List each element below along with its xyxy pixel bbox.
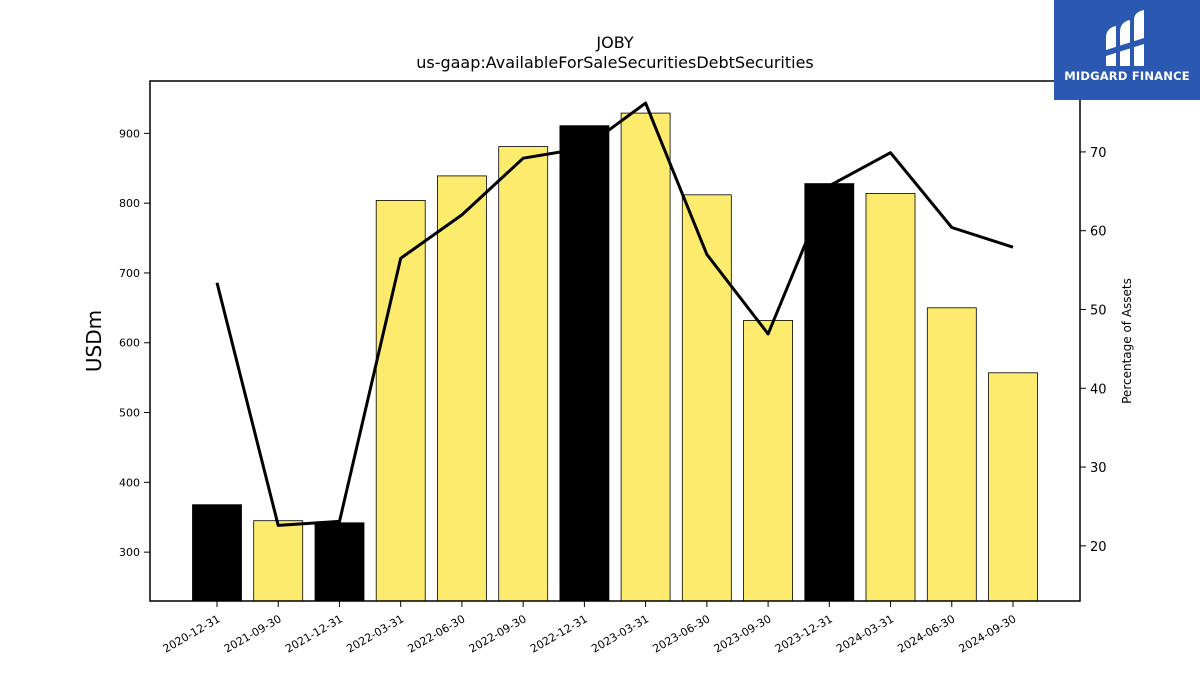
bar-2021-09-30 bbox=[253, 520, 304, 602]
logo: MIDGARD FINANCE bbox=[1054, 0, 1200, 100]
x-tick-label-2023-12-31: 2023-12-31 bbox=[773, 612, 835, 655]
bar-2022-03-31 bbox=[375, 199, 426, 602]
bar-2024-03-31 bbox=[865, 192, 916, 602]
line-group bbox=[215, 101, 1014, 527]
bar-2022-06-30 bbox=[436, 175, 487, 602]
x-tick-label-2023-09-30: 2023-09-30 bbox=[712, 612, 774, 655]
y-tick-label-700: 700 bbox=[119, 267, 140, 280]
y2-tick-label-50: 50 bbox=[1090, 303, 1107, 318]
x-tick-label-2023-06-30: 2023-06-30 bbox=[650, 612, 712, 655]
x-tick-label-2024-06-30: 2024-06-30 bbox=[895, 612, 957, 655]
y-tick-label-600: 600 bbox=[119, 337, 140, 350]
logo-mark-icon bbox=[1106, 10, 1144, 66]
x-tick-label-2022-12-31: 2022-12-31 bbox=[528, 612, 590, 655]
y2-tick-label-60: 60 bbox=[1090, 225, 1107, 240]
bar-2024-06-30 bbox=[926, 307, 977, 602]
bar-2022-09-30 bbox=[498, 146, 549, 602]
y-tick-label-900: 900 bbox=[119, 127, 140, 140]
percentage-line bbox=[215, 101, 1014, 527]
x-tick-label-2022-06-30: 2022-06-30 bbox=[406, 612, 468, 655]
x-axis-ticks: 2020-12-31 2021-09-30 2021-12-31 2022-03-31… bbox=[161, 601, 1019, 656]
y2-axis-label: Percentage of Assets bbox=[1120, 278, 1134, 404]
y-axis-label: USDm bbox=[82, 310, 106, 372]
y2-axis-ticks: 20 30 40 50 60 70 bbox=[1080, 146, 1107, 555]
x-tick-label-2024-09-30: 2024-09-30 bbox=[957, 612, 1019, 655]
y2-tick-label-20: 20 bbox=[1090, 540, 1107, 555]
bar-2022-12-31 bbox=[559, 125, 610, 602]
logo-text: MIDGARD FINANCE bbox=[1064, 69, 1190, 83]
chart-title: JOBY bbox=[595, 33, 633, 52]
y-tick-label-400: 400 bbox=[119, 476, 140, 489]
bars-group bbox=[192, 112, 1038, 602]
x-tick-label-2023-03-31: 2023-03-31 bbox=[589, 612, 651, 655]
y2-tick-label-40: 40 bbox=[1090, 382, 1107, 397]
y-tick-label-800: 800 bbox=[119, 197, 140, 210]
bar-2024-09-30 bbox=[988, 372, 1038, 602]
y2-tick-label-70: 70 bbox=[1090, 146, 1107, 161]
x-tick-label-2024-03-31: 2024-03-31 bbox=[834, 612, 896, 655]
x-tick-label-2022-09-30: 2022-09-30 bbox=[467, 612, 529, 655]
bar-2023-12-31 bbox=[804, 183, 855, 602]
chart-subtitle: us-gaap:AvailableForSaleSecuritiesDebtSe… bbox=[416, 53, 814, 72]
y-tick-label-500: 500 bbox=[119, 407, 140, 420]
x-tick-label-2020-12-31: 2020-12-31 bbox=[161, 612, 223, 655]
y-tick-label-300: 300 bbox=[119, 546, 140, 559]
bar-2020-12-31 bbox=[192, 504, 242, 602]
bar-2023-06-30 bbox=[681, 194, 732, 602]
y-axis-ticks: 300 400 500 600 700 800 900 bbox=[119, 127, 150, 559]
bar-2023-03-31 bbox=[620, 112, 671, 602]
x-tick-label-2021-12-31: 2021-12-31 bbox=[283, 612, 345, 655]
y2-tick-label-30: 30 bbox=[1090, 461, 1107, 476]
bar-2023-09-30 bbox=[743, 319, 793, 602]
x-tick-label-2022-03-31: 2022-03-31 bbox=[344, 612, 406, 655]
plot-frame bbox=[149, 80, 1081, 602]
bar-2021-12-31 bbox=[314, 522, 365, 602]
x-tick-label-2021-09-30: 2021-09-30 bbox=[222, 612, 284, 655]
